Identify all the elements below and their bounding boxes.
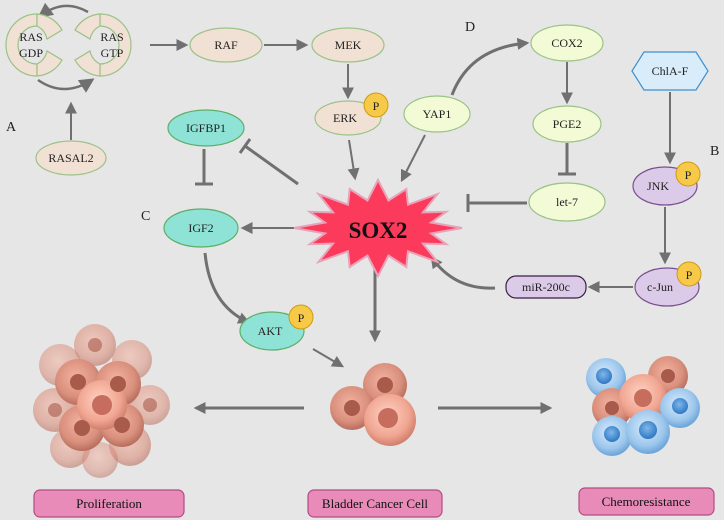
ras-cycle-arrow-bottom (37, 78, 95, 93)
raf-node: RAF (189, 27, 263, 63)
cjun-phospho-label: P (686, 268, 693, 282)
sox2-node: SOX2 (293, 177, 463, 279)
arrow-akt-to-cells (312, 348, 345, 368)
ras-gtp-node: RAS GTP (74, 13, 132, 77)
jnk-label: JNK (647, 179, 669, 193)
rasal2-label: RASAL2 (48, 151, 93, 165)
igf2-node: IGF2 (163, 208, 239, 248)
proliferation-cell-cluster (33, 324, 170, 478)
inhibit-sox2-igfbp1 (238, 138, 299, 186)
panel-label-c: C (141, 209, 150, 224)
inhibit-let7-sox2 (466, 194, 527, 212)
ras-gdp-label-line1: RAS (19, 30, 42, 44)
igfbp1-label: IGFBP1 (186, 121, 226, 135)
chemoresistance-cell-cluster (586, 356, 700, 456)
yap1-node: YAP1 (403, 95, 471, 133)
arrow-mir200c-to-sox2 (430, 256, 496, 290)
sox2-label: SOX2 (349, 218, 408, 243)
ras-gtp-label-line2: GTP (101, 46, 124, 60)
arrow-igf2-to-akt (203, 252, 251, 324)
bladder-cancer-cell-label-box: Bladder Cancer Cell (307, 489, 443, 518)
bladder-cancer-cells-illustration (330, 363, 416, 446)
erk-phospho-label: P (373, 99, 380, 113)
rasal2-node: RASAL2 (35, 140, 107, 176)
let7-label: let-7 (556, 195, 578, 209)
ras-gtp-label-line1: RAS (100, 30, 123, 44)
cjun-label: c-Jun (647, 280, 673, 294)
erk-label: ERK (333, 111, 357, 125)
akt-label: AKT (258, 324, 283, 338)
chemoresistance-label: Chemoresistance (602, 494, 691, 509)
panel-label-a: A (6, 120, 17, 135)
erk-phospho-badge: P (363, 92, 389, 118)
chla-f-node: ChlA-F (631, 51, 709, 91)
pge2-node: PGE2 (532, 105, 602, 143)
yap1-label: YAP1 (423, 107, 452, 121)
pge2-label: PGE2 (553, 117, 582, 131)
let7-node: let-7 (528, 182, 606, 222)
jnk-phospho-label: P (685, 168, 692, 182)
bladder-cancer-cell-label: Bladder Cancer Cell (322, 496, 429, 511)
proliferation-label: Proliferation (76, 496, 142, 511)
panel-label-d: D (465, 20, 475, 35)
mek-label: MEK (335, 38, 362, 52)
arrow-yap1-to-sox2 (400, 134, 426, 183)
mir200c-node: miR-200c (505, 275, 587, 299)
cjun-phospho-badge: P (676, 261, 702, 287)
raf-label: RAF (214, 38, 238, 52)
arrow-erk-to-sox2 (347, 139, 360, 181)
inhibit-igfbp1-igf2 (195, 149, 213, 186)
inhibit-pge2-let7 (558, 143, 576, 176)
mir200c-label: miR-200c (522, 280, 570, 294)
chla-f-label: ChlA-F (652, 64, 689, 78)
cox2-label: COX2 (551, 36, 582, 50)
igfbp1-node: IGFBP1 (167, 109, 245, 147)
jnk-phospho-badge: P (675, 161, 701, 187)
akt-phospho-badge: P (288, 304, 314, 330)
panel-label-b: B (710, 144, 719, 159)
proliferation-label-box: Proliferation (33, 489, 185, 518)
mek-node: MEK (311, 27, 385, 63)
chemoresistance-label-box: Chemoresistance (578, 487, 715, 516)
ras-cycle-arrow-top (37, 2, 89, 18)
akt-phospho-label: P (298, 311, 305, 325)
arrow-yap1-to-cox2 (450, 37, 530, 96)
ras-gdp-label-line2: GDP (19, 46, 43, 60)
igf2-label: IGF2 (188, 221, 213, 235)
cox2-node: COX2 (530, 24, 604, 62)
ras-gdp-node: RAS GDP (5, 13, 63, 77)
akt-node: AKT (239, 311, 305, 351)
